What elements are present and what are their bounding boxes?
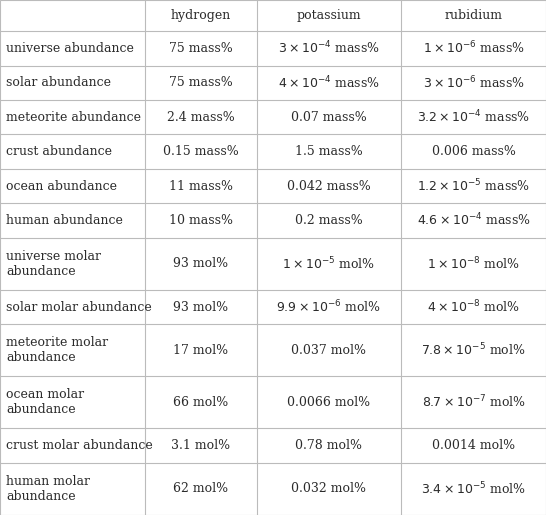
Text: 0.2 mass%: 0.2 mass%	[295, 214, 363, 227]
Text: 3.1 mol%: 3.1 mol%	[171, 439, 230, 452]
Text: 75 mass%: 75 mass%	[169, 76, 233, 90]
Text: 0.042 mass%: 0.042 mass%	[287, 180, 371, 193]
Text: 0.15 mass%: 0.15 mass%	[163, 145, 239, 158]
Text: 93 mol%: 93 mol%	[173, 258, 228, 270]
Text: 66 mol%: 66 mol%	[173, 396, 228, 409]
Text: $9.9\times10^{-6}$ mol%: $9.9\times10^{-6}$ mol%	[276, 299, 382, 315]
Text: 0.07 mass%: 0.07 mass%	[291, 111, 367, 124]
Text: rubidium: rubidium	[444, 9, 503, 22]
Text: hydrogen: hydrogen	[170, 9, 231, 22]
Text: 0.78 mol%: 0.78 mol%	[295, 439, 363, 452]
Text: $1\times10^{-6}$ mass%: $1\times10^{-6}$ mass%	[423, 40, 525, 57]
Text: 11 mass%: 11 mass%	[169, 180, 233, 193]
Text: 0.0066 mol%: 0.0066 mol%	[287, 396, 371, 409]
Text: $1\times10^{-5}$ mol%: $1\times10^{-5}$ mol%	[282, 255, 376, 272]
Text: 2.4 mass%: 2.4 mass%	[167, 111, 235, 124]
Text: crust abundance: crust abundance	[6, 145, 112, 158]
Text: 0.0014 mol%: 0.0014 mol%	[432, 439, 515, 452]
Text: 75 mass%: 75 mass%	[169, 42, 233, 55]
Text: 0.032 mol%: 0.032 mol%	[292, 483, 366, 495]
Text: solar molar abundance: solar molar abundance	[6, 301, 152, 314]
Text: 10 mass%: 10 mass%	[169, 214, 233, 227]
Text: universe molar
abundance: universe molar abundance	[6, 250, 101, 278]
Text: 62 mol%: 62 mol%	[173, 483, 228, 495]
Text: meteorite molar
abundance: meteorite molar abundance	[6, 336, 108, 364]
Text: $1\times10^{-8}$ mol%: $1\times10^{-8}$ mol%	[427, 255, 520, 272]
Text: $4\times10^{-8}$ mol%: $4\times10^{-8}$ mol%	[427, 299, 520, 315]
Text: crust molar abundance: crust molar abundance	[6, 439, 153, 452]
Text: $4.6\times10^{-4}$ mass%: $4.6\times10^{-4}$ mass%	[417, 212, 531, 229]
Text: solar abundance: solar abundance	[6, 76, 111, 90]
Text: $3.2\times10^{-4}$ mass%: $3.2\times10^{-4}$ mass%	[417, 109, 530, 126]
Text: 0.006 mass%: 0.006 mass%	[432, 145, 515, 158]
Text: 93 mol%: 93 mol%	[173, 301, 228, 314]
Text: $1.2\times10^{-5}$ mass%: $1.2\times10^{-5}$ mass%	[417, 178, 530, 194]
Text: ocean molar
abundance: ocean molar abundance	[6, 388, 84, 417]
Text: $3\times10^{-6}$ mass%: $3\times10^{-6}$ mass%	[423, 75, 525, 91]
Text: human abundance: human abundance	[6, 214, 123, 227]
Text: 0.037 mol%: 0.037 mol%	[292, 344, 366, 357]
Text: potassium: potassium	[296, 9, 361, 22]
Text: ocean abundance: ocean abundance	[6, 180, 117, 193]
Text: human molar
abundance: human molar abundance	[6, 475, 90, 503]
Text: $8.7\times10^{-7}$ mol%: $8.7\times10^{-7}$ mol%	[422, 394, 526, 410]
Text: $4\times10^{-4}$ mass%: $4\times10^{-4}$ mass%	[278, 75, 380, 91]
Text: meteorite abundance: meteorite abundance	[6, 111, 141, 124]
Text: universe abundance: universe abundance	[6, 42, 134, 55]
Text: $3\times10^{-4}$ mass%: $3\times10^{-4}$ mass%	[278, 40, 380, 57]
Text: $7.8\times10^{-5}$ mol%: $7.8\times10^{-5}$ mol%	[422, 342, 526, 358]
Text: $3.4\times10^{-5}$ mol%: $3.4\times10^{-5}$ mol%	[421, 480, 526, 497]
Text: 17 mol%: 17 mol%	[173, 344, 228, 357]
Text: 1.5 mass%: 1.5 mass%	[295, 145, 363, 158]
